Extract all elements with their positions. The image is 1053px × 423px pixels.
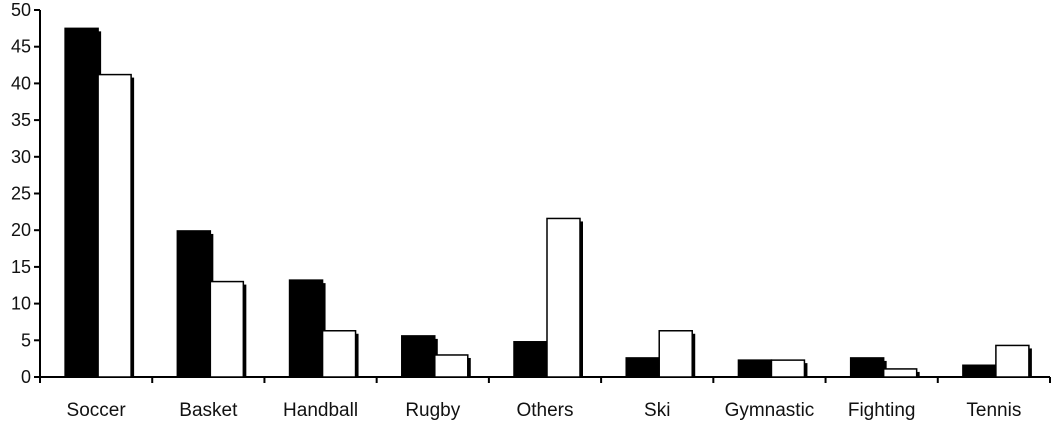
y-tick-label: 10 bbox=[11, 294, 31, 314]
x-tick-label: Handball bbox=[283, 400, 358, 421]
y-tick-label: 0 bbox=[21, 367, 31, 387]
y-tick-label: 5 bbox=[21, 330, 31, 350]
x-tick-label: Rugby bbox=[405, 400, 460, 421]
bar-ski-series-2 bbox=[658, 330, 693, 378]
bar-gymnastic-series-2 bbox=[770, 359, 806, 378]
y-tick-label: 35 bbox=[11, 110, 31, 130]
bar-handball-series-1 bbox=[288, 279, 324, 378]
y-tick-label: 50 bbox=[11, 0, 31, 20]
bar-soccer-series-1 bbox=[64, 27, 99, 378]
x-tick-label: Soccer bbox=[67, 400, 127, 421]
x-tick-label: Tennis bbox=[966, 400, 1021, 421]
y-tick-label: 30 bbox=[11, 147, 31, 167]
bar-others-series-1 bbox=[513, 341, 548, 378]
x-tick-label: Ski bbox=[644, 400, 670, 421]
x-tick-label: Gymnastic bbox=[725, 400, 815, 421]
y-tick-label: 25 bbox=[11, 184, 31, 204]
bar-basket-series-2 bbox=[209, 280, 245, 378]
bar-gymnastic-series-1 bbox=[737, 359, 773, 378]
y-tick-label: 40 bbox=[11, 73, 31, 93]
bar-ski-series-1 bbox=[625, 357, 660, 378]
x-tick-label: Others bbox=[516, 400, 573, 421]
bar-basket-series-1 bbox=[176, 230, 212, 378]
bar-handball-series-2 bbox=[321, 330, 357, 378]
labels: 0 5 10 15 20 25 30 35 40 45 50 Soccer Basket Handball… bbox=[11, 0, 1021, 421]
y-tick-label: 15 bbox=[11, 257, 31, 277]
bar-rugby-series-2 bbox=[434, 354, 469, 378]
bar-rugby-series-1 bbox=[401, 335, 436, 378]
bar-tennis-series-1 bbox=[962, 364, 997, 378]
bar-others-series-2 bbox=[546, 217, 581, 378]
y-tick-label: 20 bbox=[11, 220, 31, 240]
bars bbox=[64, 27, 1032, 378]
bar-tennis-series-2 bbox=[995, 344, 1030, 378]
x-tick-label: Basket bbox=[179, 400, 238, 421]
bar-fighting-series-2 bbox=[882, 368, 918, 378]
x-tick-label: Fighting bbox=[848, 400, 916, 421]
bar-fighting-series-1 bbox=[849, 357, 885, 378]
y-tick-label: 45 bbox=[11, 37, 31, 57]
bar-soccer-series-2 bbox=[97, 73, 132, 378]
